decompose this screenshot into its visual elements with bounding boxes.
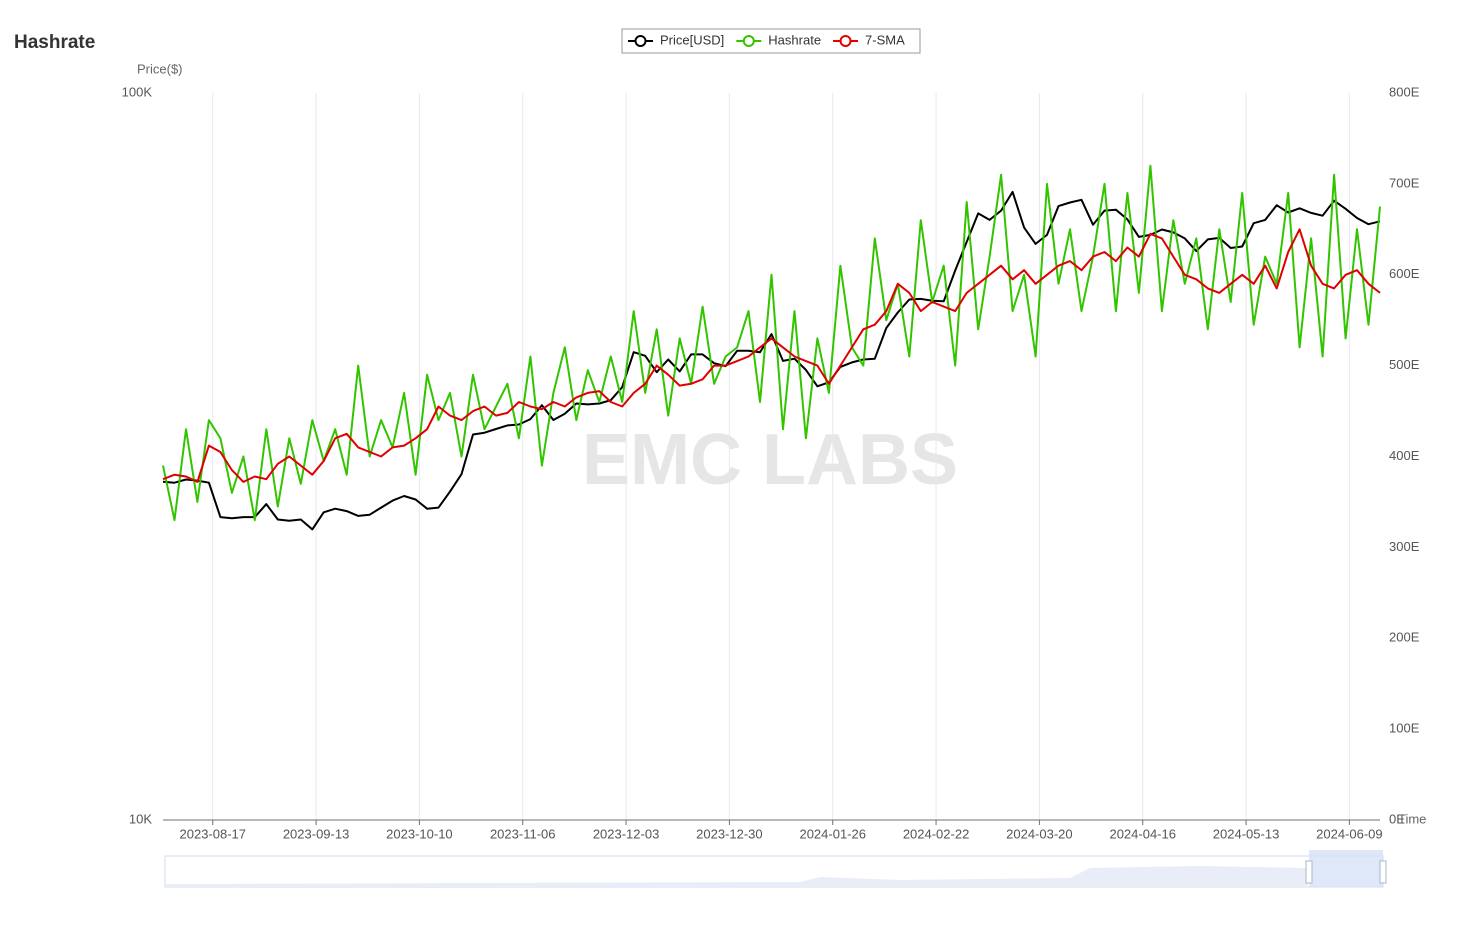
y2-tick-label: 600E [1389, 266, 1420, 281]
x-tick-label: 2023-12-30 [696, 826, 763, 841]
legend-label: Price[USD] [660, 32, 724, 47]
y2-tick-label: 400E [1389, 448, 1420, 463]
x-tick-label: 2024-04-16 [1109, 826, 1176, 841]
x-tick-label: 2023-08-17 [180, 826, 247, 841]
x-axis-label: Time [1398, 811, 1426, 826]
zoom-handle[interactable] [1305, 860, 1313, 884]
y2-tick-label: 100E [1389, 721, 1420, 736]
zoom-handle[interactable] [1379, 860, 1387, 884]
x-tick-label: 2023-11-06 [490, 826, 556, 841]
y-tick-label: 10K [129, 811, 152, 826]
x-tick-label: 2024-02-22 [903, 826, 970, 841]
legend: Price[USD] Hashrate 7-SMA [621, 28, 921, 54]
x-tick-label: 2023-12-03 [593, 826, 660, 841]
legend-label: 7-SMA [865, 32, 905, 47]
series-line [162, 190, 1381, 531]
x-tick-label: 2024-05-13 [1213, 826, 1280, 841]
x-tick-label: 2024-03-20 [1006, 826, 1073, 841]
legend-icon-marker [839, 35, 852, 47]
y2-tick-label: 500E [1389, 357, 1420, 372]
y2-tick-label: 800E [1389, 84, 1420, 99]
y2-tick-label: 0E [1389, 811, 1405, 826]
data-zoom [164, 850, 1387, 888]
legend-icon-marker [742, 35, 755, 47]
legend-box [621, 28, 921, 54]
chart-title: Hashrate [14, 32, 96, 53]
x-tick-label: 2023-09-13 [283, 826, 350, 841]
series-line [162, 228, 1381, 483]
y-tick-label: 100K [122, 84, 153, 99]
x-tick-label: 2024-06-09 [1316, 826, 1383, 841]
zoom-area [166, 866, 1308, 886]
y2-tick-label: 200E [1389, 630, 1420, 645]
x-tick-label: 2024-01-26 [799, 826, 866, 841]
watermark: EMC LABS [582, 420, 958, 500]
legend-icon-marker [634, 35, 647, 47]
legend-label: Hashrate [768, 32, 821, 47]
y2-tick-label: 700E [1389, 175, 1420, 190]
zoom-window[interactable] [1309, 850, 1383, 887]
series-line [162, 164, 1381, 522]
y2-tick-label: 300E [1389, 539, 1420, 554]
x-tick-label: 2023-10-10 [386, 826, 453, 841]
y-axis-label: Price($) [137, 61, 183, 76]
